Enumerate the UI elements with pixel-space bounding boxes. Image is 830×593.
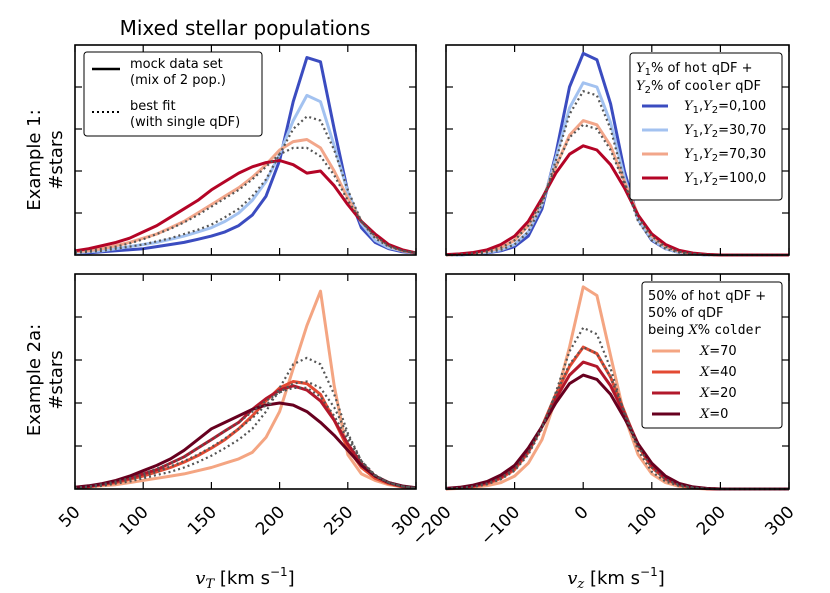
- x-tick-label-bottom-left-1: 100: [116, 502, 153, 539]
- legend-top-right-items: Y1,Y2=0,100 Y1,Y2=30,70 Y1,Y2=70,30 Y1,Y2=1…: [642, 99, 766, 188]
- legend-tr-h1-post: qDF +: [708, 61, 753, 76]
- panel-top-left: [74, 44, 417, 256]
- x-tick-label-bottom-right-2: 0: [571, 502, 593, 524]
- legend-br-h3-pre: being: [648, 323, 689, 338]
- legend-tr-h2-mono: cooler: [684, 79, 731, 94]
- x-axis-label-vT-unit: [km s: [214, 568, 270, 589]
- series-line-top-left-2: [74, 138, 417, 255]
- legend-tr-h2-post: qDF: [731, 79, 761, 94]
- axes-frame-top-left: [74, 44, 417, 256]
- legend-br-h3-mono: colder: [714, 323, 761, 338]
- row-label-example-1: Example 1: #stars: [24, 109, 67, 210]
- row-label-example-2a: Example 2a: #stars: [24, 324, 67, 436]
- legend-top-left-box: [83, 51, 263, 137]
- row-label-example-2a-line1: Example 2a:: [24, 324, 45, 436]
- legend-mock-label1: mock data set: [130, 57, 223, 72]
- x-axis-label-vT-sub: T: [205, 577, 215, 592]
- legend-mock-label2: (mix of 2 pop.): [130, 73, 226, 88]
- x-axis-label-vT-exp: −1: [270, 565, 288, 579]
- legend-br-h1-mono: hot: [698, 289, 721, 304]
- figure-title: Mixed stellar populations: [120, 16, 371, 40]
- row-label-example-1-line1: Example 1:: [24, 109, 45, 210]
- legend-tr-label-0: Y1,Y2=0,100: [684, 99, 766, 116]
- x-tick-label-bottom-right-1: −100: [477, 502, 524, 549]
- x-axis-label-vT-var: v: [195, 568, 205, 589]
- row-label-example-2a-line2: #stars: [46, 350, 67, 409]
- legend-tr-label-3: Y1,Y2=100,0: [684, 171, 766, 188]
- legend-tr-h2-mid: % of: [651, 79, 684, 94]
- legend-tr-h2-y: Y: [636, 79, 646, 94]
- legend-br-label-3: X=0: [699, 407, 728, 422]
- x-tick-label-bottom-left-4: 250: [320, 502, 357, 539]
- series-line-bottom-left-3: [74, 401, 417, 490]
- legend-top-right-box: [629, 52, 783, 201]
- row-label-example-1-line2: #stars: [46, 130, 67, 189]
- axes-frame-bottom-left: [74, 273, 417, 490]
- legend-tr-h1-mid: % of: [651, 61, 684, 76]
- legend-top-left: mock data set (mix of 2 pop.) best fit (…: [83, 51, 263, 137]
- x-axis-label-vT-close: ]: [288, 568, 295, 589]
- x-tick-label-bottom-right-4: 200: [693, 502, 730, 539]
- x-axis-label-vz-var: v: [567, 568, 577, 589]
- x-axis-label-vz: vz [km s−1]: [567, 565, 665, 592]
- legend-br-h2-post: % of qDF: [665, 306, 724, 321]
- legend-tr-h1-sub: 1: [645, 67, 651, 78]
- legend-tr-label-1: Y1,Y2=30,70: [684, 123, 766, 140]
- series-line-bottom-left-6: [74, 386, 417, 489]
- legend-br-label-2: X=20: [699, 386, 737, 401]
- legend-top-right: Y1% of hot qDF + Y2% of cooler qDF Y1,Y2…: [629, 52, 783, 201]
- legend-br-h1-post: qDF +: [721, 289, 766, 304]
- legend-br-h3-mid: %: [698, 323, 715, 338]
- x-axis-label-vz-sub: z: [576, 577, 584, 592]
- x-axis-label-vT: vT [km s−1]: [195, 565, 294, 592]
- panel-bottom-left: 50 100 150 200 250 300: [55, 273, 426, 539]
- legend-bottom-right-header2: 50% of qDF: [648, 306, 723, 321]
- x-axis-label-vz-exp: −1: [640, 565, 658, 579]
- series-line-bottom-left-2: [74, 384, 417, 490]
- series-line-top-left-5: [74, 146, 417, 254]
- x-axis-label-vz-unit: [km s: [584, 568, 640, 589]
- legend-br-h3-var: X: [688, 323, 699, 338]
- legend-tr-h1-y: Y: [636, 61, 646, 76]
- x-axis-label-vz-close: ]: [658, 568, 665, 589]
- series-line-top-left-4: [74, 115, 417, 254]
- legend-br-h1-pct: 50: [648, 289, 665, 304]
- legend-br-label-1: X=40: [699, 365, 737, 380]
- legend-br-h1-mid: % of: [665, 289, 698, 304]
- legend-bottom-right-items: X=70 X=40 X=20 X=0: [652, 344, 737, 422]
- legend-fit-label2: (with single qDF): [130, 115, 240, 130]
- legend-tr-label-2: Y1,Y2=70,30: [684, 147, 766, 164]
- legend-bottom-right-header3: being X% colder: [648, 323, 761, 338]
- x-tick-label-bottom-left-3: 200: [252, 502, 289, 539]
- legend-tr-h2-sub: 2: [645, 85, 651, 96]
- legend-tr-h1-mono: hot: [684, 61, 707, 76]
- panel-top-right: [445, 44, 790, 257]
- x-tick-label-bottom-right-5: 300: [761, 502, 798, 539]
- x-tick-label-bottom-right-3: 100: [624, 502, 661, 539]
- series-line-bottom-left-0: [74, 289, 417, 490]
- legend-br-h2-pct: 50: [648, 306, 665, 321]
- legend-bottom-right-header1: 50% of hot qDF +: [648, 289, 766, 304]
- legend-top-right-header2: Y2% of cooler qDF: [636, 79, 761, 96]
- axes-frame-top-right: [445, 44, 790, 256]
- legend-fit-label1: best fit: [130, 99, 176, 114]
- x-tick-label-bottom-left-0: 50: [55, 502, 84, 531]
- series-line-top-left-3: [74, 159, 417, 255]
- axes-frame-bottom-right: [445, 273, 790, 490]
- legend-bottom-right: 50% of hot qDF + 50% of qDF being X% col…: [641, 281, 783, 429]
- legend-top-right-header1: Y1% of hot qDF +: [636, 61, 753, 78]
- legend-br-label-0: X=70: [699, 344, 737, 359]
- x-tick-label-bottom-left-2: 150: [184, 502, 221, 539]
